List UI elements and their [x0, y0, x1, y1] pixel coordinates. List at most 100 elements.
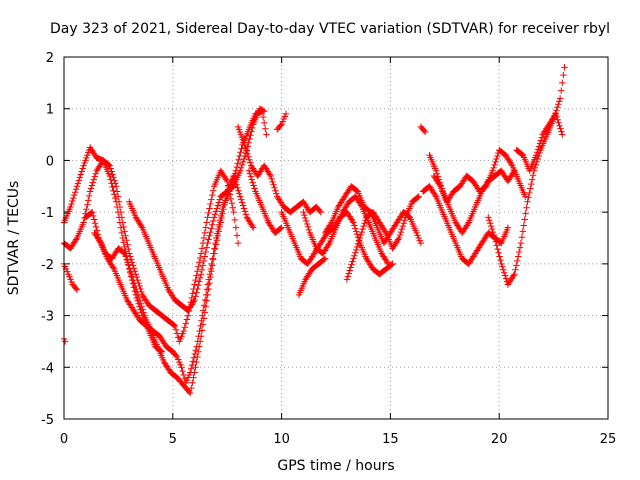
data-point-marker [240, 205, 248, 212]
data-point-marker [200, 307, 207, 314]
data-point-marker [491, 161, 498, 169]
x-tick-label: 0 [60, 432, 68, 447]
data-point-marker [106, 172, 113, 180]
data-point-marker [116, 219, 124, 226]
data-point-marker [518, 234, 526, 241]
data-point-marker [134, 291, 142, 299]
data-point-marker [187, 369, 194, 376]
data-point-marker [486, 217, 493, 224]
data-point-marker [250, 182, 257, 189]
data-point-marker [78, 168, 85, 175]
data-point-marker [488, 225, 496, 233]
data-point-marker [490, 231, 498, 239]
data-point-marker [301, 211, 308, 219]
y-tick-label: 0 [46, 154, 54, 169]
data-point-marker [123, 256, 130, 263]
data-point-marker [238, 161, 246, 169]
data-point-marker [80, 219, 87, 226]
data-point-marker [510, 272, 517, 279]
data-point-marker [521, 216, 528, 223]
data-point-marker [109, 264, 117, 271]
data-point-marker [77, 171, 84, 178]
data-point-marker [234, 184, 241, 191]
data-point-marker [531, 164, 539, 172]
data-point-marker [204, 281, 212, 288]
data-point-marker [260, 108, 268, 115]
data-point-marker [489, 228, 497, 236]
data-point-marker [118, 229, 126, 237]
data-point-marker [202, 248, 209, 256]
data-point-marker [491, 234, 499, 242]
data-point-marker [172, 326, 180, 333]
data-point-marker [273, 190, 280, 197]
data-point-marker [242, 144, 249, 152]
data-point-marker [511, 271, 518, 278]
data-point-marker [196, 278, 203, 285]
data-point-marker [394, 236, 402, 243]
data-point-marker [486, 220, 494, 227]
data-point-marker [117, 224, 125, 231]
data-point-marker [204, 214, 211, 221]
data-point-marker [516, 244, 524, 251]
data-point-marker [83, 205, 90, 213]
data-point-marker [72, 236, 80, 243]
data-point-marker [487, 222, 495, 230]
data-point-marker [132, 285, 140, 293]
data-point-marker [205, 209, 212, 217]
data-point-marker [210, 214, 218, 221]
data-point-marker [278, 224, 285, 231]
data-point-marker [111, 191, 118, 198]
data-point-marker [362, 217, 369, 224]
data-point-marker [187, 389, 194, 397]
y-axis-label: SDTVAR / TECUs [6, 181, 22, 296]
data-point-marker [209, 221, 216, 228]
data-point-marker [414, 194, 421, 201]
data-point-marker [277, 225, 284, 232]
data-point-marker [351, 222, 358, 229]
data-point-marker [512, 266, 519, 273]
chart-title: Day 323 of 2021, Sidereal Day-to-day VTE… [50, 21, 610, 37]
x-tick-label: 5 [169, 432, 177, 447]
data-point-marker [115, 214, 123, 221]
data-point-marker [190, 374, 197, 381]
data-point-marker [501, 272, 509, 279]
data-point-marker [233, 232, 241, 239]
data-point-marker [240, 155, 248, 163]
data-point-marker [268, 175, 275, 183]
data-point-marker [135, 294, 143, 302]
data-point-marker [227, 195, 235, 203]
data-point-marker [89, 179, 97, 186]
y-tick-label: -5 [41, 413, 54, 428]
data-point-marker [553, 106, 560, 114]
data-point-marker [398, 225, 406, 233]
data-point-marker [241, 141, 248, 149]
data-point-marker [138, 303, 145, 310]
data-point-marker [113, 203, 121, 211]
data-point-marker [215, 199, 223, 206]
data-point-marker [243, 147, 250, 155]
data-point-marker [381, 228, 389, 235]
data-point-marker [236, 190, 243, 197]
data-point-marker [528, 176, 536, 183]
data-point-marker [321, 255, 329, 262]
data-point-marker [248, 176, 255, 183]
data-point-marker [422, 128, 429, 136]
data-point-marker [266, 171, 273, 178]
data-point-marker [209, 262, 216, 269]
data-point-marker [209, 191, 216, 199]
data-point-marker [350, 255, 357, 262]
data-point-marker [360, 222, 367, 230]
data-point-marker [120, 239, 127, 246]
data-point-marker [171, 322, 179, 330]
data-point-marker [356, 234, 364, 242]
data-point-marker [206, 271, 213, 278]
data-point-marker [464, 220, 472, 228]
data-point-marker [188, 361, 196, 369]
data-point-marker [91, 220, 99, 227]
data-point-marker [325, 241, 332, 248]
x-tick-label: 15 [382, 432, 399, 447]
data-point-marker [528, 180, 535, 188]
data-point-marker [272, 187, 279, 194]
data-point-marker [231, 216, 239, 224]
data-point-marker [198, 245, 206, 252]
